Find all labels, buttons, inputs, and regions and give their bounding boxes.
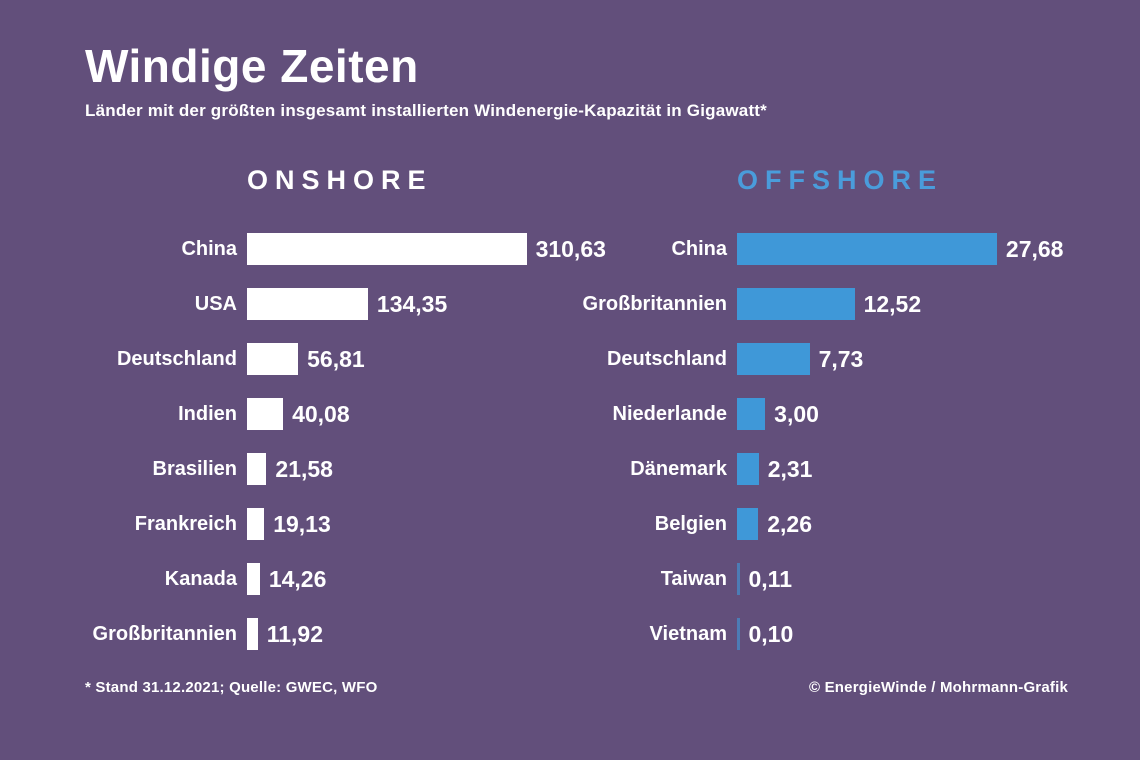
bar [737, 563, 740, 596]
value-label: 2,31 [767, 455, 813, 482]
value-label: 134,35 [376, 290, 448, 317]
country-label: Taiwan [660, 567, 727, 590]
country-label: Indien [178, 402, 237, 425]
bar [737, 618, 740, 651]
chart-row: China 310,63 [85, 233, 606, 266]
chart-row: Deutschland 56,81 [85, 343, 575, 376]
country-label: Dänemark [630, 457, 727, 480]
chart-row: USA 134,35 [85, 288, 575, 321]
value-label: 0,11 [748, 565, 793, 592]
bar [737, 398, 766, 431]
offshore-header: OFFSHORE [737, 165, 944, 196]
chart-row: Niederlande 3,00 [575, 398, 1065, 431]
chart-row: Deutschland 7,73 [575, 343, 1065, 376]
bar [247, 618, 258, 651]
country-label: Niederlande [612, 402, 727, 425]
chart-row: Belgien 2,26 [575, 508, 1065, 541]
chart-row: Taiwan 0,11 [575, 563, 1065, 596]
bar [737, 288, 855, 321]
bar [247, 343, 299, 376]
value-label: 21,58 [275, 455, 333, 482]
value-label: 0,10 [748, 620, 794, 647]
country-label: Deutschland [116, 347, 237, 370]
value-label: 12,52 [863, 290, 922, 317]
charts-area: ONSHORE China 310,63 USA 134,35 Deutschland 5… [85, 165, 1140, 651]
header: Windige Zeiten Länder mit der größten in… [0, 0, 1140, 121]
value-label: 19,13 [273, 510, 331, 537]
country-label: USA [194, 292, 237, 315]
bar [247, 508, 265, 541]
page-subtitle: Länder mit der größten insgesamt install… [85, 101, 767, 121]
onshore-chart: ONSHORE China 310,63 USA 134,35 Deutschland 5… [85, 165, 606, 651]
chart-row: Vietnam 0,10 [575, 618, 1065, 651]
bar [247, 398, 284, 431]
bar [737, 508, 759, 541]
chart-row: Frankreich 19,13 [85, 508, 575, 541]
copyright-credit: © EnergieWinde / Mohrmann-Grafik [808, 679, 1068, 696]
source-footnote: * Stand 31.12.2021; Quelle: GWEC, WFO [85, 679, 378, 696]
country-label: Großbritannien [92, 622, 237, 645]
page-title: Windige Zeiten [85, 40, 419, 92]
country-label: Vietnam [649, 622, 727, 645]
bar [737, 453, 759, 486]
country-label: Brasilien [152, 457, 237, 480]
value-label: 3,00 [774, 400, 819, 427]
bar [737, 233, 997, 266]
offshore-chart: OFFSHORE China 27,68 Großbritannien 12,52 De… [575, 165, 1065, 651]
onshore-header: ONSHORE [247, 165, 433, 196]
country-label: Frankreich [134, 512, 237, 535]
value-label: 310,63 [535, 235, 606, 262]
country-label: China [181, 237, 237, 260]
value-label: 56,81 [307, 345, 365, 372]
country-label: China [671, 237, 727, 260]
value-label: 11,92 [266, 620, 324, 647]
chart-row: Großbritannien 12,52 [575, 288, 1065, 321]
value-label: 27,68 [1005, 235, 1064, 262]
value-label: 40,08 [292, 400, 350, 427]
chart-row: Dänemark 2,31 [575, 453, 1065, 486]
chart-row: Brasilien 21,58 [85, 453, 575, 486]
country-label: Großbritannien [582, 292, 727, 315]
offshore-rows: China 27,68 Großbritannien 12,52 Deutschland… [575, 233, 1065, 651]
chart-row: China 27,68 [575, 233, 1065, 266]
country-label: Kanada [164, 567, 237, 590]
value-label: 2,26 [767, 510, 812, 537]
value-label: 14,26 [268, 565, 327, 592]
chart-row: Großbritannien 11,92 [85, 618, 575, 651]
bar [247, 563, 260, 596]
bar [247, 288, 368, 321]
bar [247, 233, 527, 266]
country-label: Deutschland [606, 347, 727, 370]
onshore-rows: China 310,63 USA 134,35 Deutschland 56,81 Indi… [85, 233, 606, 651]
chart-row: Kanada 14,26 [85, 563, 575, 596]
value-label: 7,73 [818, 345, 864, 372]
chart-row: Indien 40,08 [85, 398, 575, 431]
bar [247, 453, 267, 486]
country-label: Belgien [654, 512, 727, 535]
bar [737, 343, 810, 376]
